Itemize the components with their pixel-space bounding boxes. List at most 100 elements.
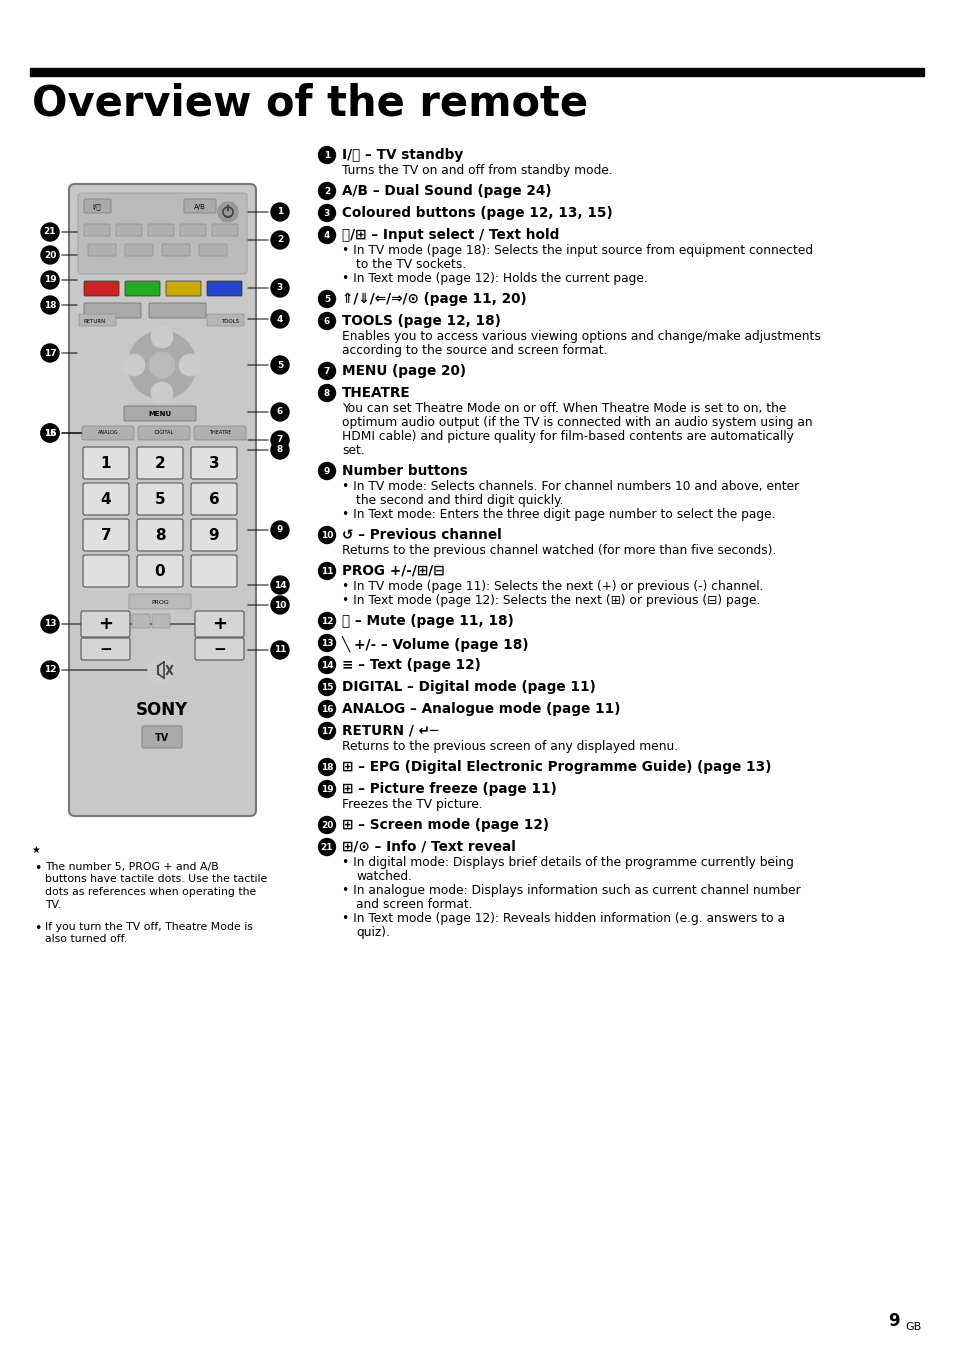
Circle shape <box>318 758 335 776</box>
FancyBboxPatch shape <box>124 405 195 420</box>
Circle shape <box>318 183 335 199</box>
Text: 11: 11 <box>320 567 333 575</box>
Circle shape <box>271 357 289 374</box>
Text: 16: 16 <box>44 428 56 438</box>
FancyBboxPatch shape <box>180 224 206 236</box>
Text: DIGITAL: DIGITAL <box>154 430 173 435</box>
Text: 10: 10 <box>274 601 286 609</box>
Circle shape <box>318 701 335 717</box>
Text: 20: 20 <box>320 820 333 830</box>
Text: • In Text mode (page 12): Reveals hidden information (e.g. answers to a: • In Text mode (page 12): Reveals hidden… <box>341 913 784 925</box>
Circle shape <box>151 325 172 348</box>
FancyBboxPatch shape <box>149 302 206 319</box>
Text: You can set Theatre Mode on or off. When Theatre Mode is set to on, the: You can set Theatre Mode on or off. When… <box>341 401 785 415</box>
Text: If you turn the TV off, Theatre Mode is: If you turn the TV off, Theatre Mode is <box>45 922 253 932</box>
Text: 9: 9 <box>209 527 219 542</box>
FancyBboxPatch shape <box>69 184 255 816</box>
Text: 16: 16 <box>320 705 333 713</box>
Text: Coloured buttons (page 12, 13, 15): Coloured buttons (page 12, 13, 15) <box>341 206 612 220</box>
Text: 1: 1 <box>276 207 283 217</box>
Circle shape <box>318 226 335 244</box>
FancyBboxPatch shape <box>184 199 215 213</box>
Text: 5: 5 <box>276 361 283 369</box>
Text: •: • <box>34 862 42 875</box>
Circle shape <box>179 354 201 376</box>
Circle shape <box>41 424 59 442</box>
Circle shape <box>41 222 59 241</box>
FancyBboxPatch shape <box>207 315 244 325</box>
Circle shape <box>271 641 289 659</box>
Circle shape <box>128 331 195 399</box>
Text: watched.: watched. <box>355 871 412 883</box>
FancyBboxPatch shape <box>78 193 247 274</box>
Circle shape <box>123 354 145 376</box>
Text: ANALOG – Analogue mode (page 11): ANALOG – Analogue mode (page 11) <box>341 702 619 716</box>
Text: 19: 19 <box>44 275 56 285</box>
Circle shape <box>271 441 289 458</box>
FancyBboxPatch shape <box>83 519 129 551</box>
Text: ⇑/⇓/⇐/⇒/⊙ (page 11, 20): ⇑/⇓/⇐/⇒/⊙ (page 11, 20) <box>341 292 526 306</box>
FancyBboxPatch shape <box>137 447 183 479</box>
Text: I/⏻ – TV standby: I/⏻ – TV standby <box>341 148 463 161</box>
Text: Enables you to access various viewing options and change/make adjustments: Enables you to access various viewing op… <box>341 330 820 343</box>
Text: 9: 9 <box>323 466 330 476</box>
Circle shape <box>41 245 59 264</box>
Circle shape <box>318 563 335 579</box>
Circle shape <box>318 678 335 696</box>
Text: quiz).: quiz). <box>355 926 390 938</box>
Text: 9: 9 <box>887 1313 899 1330</box>
Circle shape <box>318 723 335 739</box>
FancyBboxPatch shape <box>212 224 237 236</box>
Text: ANALOG: ANALOG <box>97 430 118 435</box>
FancyBboxPatch shape <box>125 281 160 296</box>
Text: 18: 18 <box>320 762 333 772</box>
Text: •: • <box>34 922 42 936</box>
Text: buttons have tactile dots. Use the tactile: buttons have tactile dots. Use the tacti… <box>45 875 267 884</box>
FancyBboxPatch shape <box>82 426 133 439</box>
FancyBboxPatch shape <box>84 302 141 319</box>
Circle shape <box>271 576 289 594</box>
Text: 7: 7 <box>276 435 283 445</box>
Text: +: + <box>212 616 227 633</box>
Text: also turned off.: also turned off. <box>45 934 127 945</box>
Circle shape <box>271 431 289 449</box>
Text: set.: set. <box>341 443 364 457</box>
Circle shape <box>318 385 335 401</box>
Text: 1: 1 <box>323 151 330 160</box>
Text: 3: 3 <box>323 209 330 217</box>
Text: ⊞/⊙ – Info / Text reveal: ⊞/⊙ – Info / Text reveal <box>341 839 516 854</box>
FancyBboxPatch shape <box>83 447 129 479</box>
Text: TV.: TV. <box>45 899 61 910</box>
FancyBboxPatch shape <box>116 224 142 236</box>
Text: 7: 7 <box>101 527 112 542</box>
Text: according to the source and screen format.: according to the source and screen forma… <box>341 344 607 357</box>
Text: DIGITAL – Digital mode (page 11): DIGITAL – Digital mode (page 11) <box>341 679 595 694</box>
Text: • In Text mode: Enters the three digit page number to select the page.: • In Text mode: Enters the three digit p… <box>341 508 775 521</box>
Text: 4: 4 <box>276 315 283 324</box>
Text: THEATRE: THEATRE <box>209 430 231 435</box>
FancyBboxPatch shape <box>152 614 170 628</box>
Text: PROG +/-/⊞/⊟: PROG +/-/⊞/⊟ <box>341 564 444 578</box>
Text: GB: GB <box>904 1322 921 1332</box>
FancyBboxPatch shape <box>84 199 111 213</box>
Text: 8: 8 <box>323 389 330 397</box>
FancyBboxPatch shape <box>84 224 110 236</box>
Circle shape <box>41 424 59 442</box>
FancyBboxPatch shape <box>83 555 129 587</box>
Text: RETURN: RETURN <box>84 319 106 324</box>
Text: 12: 12 <box>44 666 56 674</box>
Text: 5: 5 <box>323 294 330 304</box>
Text: A/B – Dual Sound (page 24): A/B – Dual Sound (page 24) <box>341 184 551 198</box>
FancyBboxPatch shape <box>138 426 190 439</box>
Text: • In analogue mode: Displays information such as current channel number: • In analogue mode: Displays information… <box>341 884 800 898</box>
Text: Turns the TV on and off from standby mode.: Turns the TV on and off from standby mod… <box>341 164 612 178</box>
Text: ⊞ – Picture freeze (page 11): ⊞ – Picture freeze (page 11) <box>341 782 557 796</box>
FancyBboxPatch shape <box>125 244 152 256</box>
Text: 20: 20 <box>44 251 56 259</box>
Text: • In digital mode: Displays brief details of the programme currently being: • In digital mode: Displays brief detail… <box>341 856 793 869</box>
Text: 21: 21 <box>320 842 333 852</box>
FancyBboxPatch shape <box>129 594 191 609</box>
Circle shape <box>41 616 59 633</box>
Circle shape <box>41 344 59 362</box>
Text: MENU: MENU <box>149 411 172 418</box>
